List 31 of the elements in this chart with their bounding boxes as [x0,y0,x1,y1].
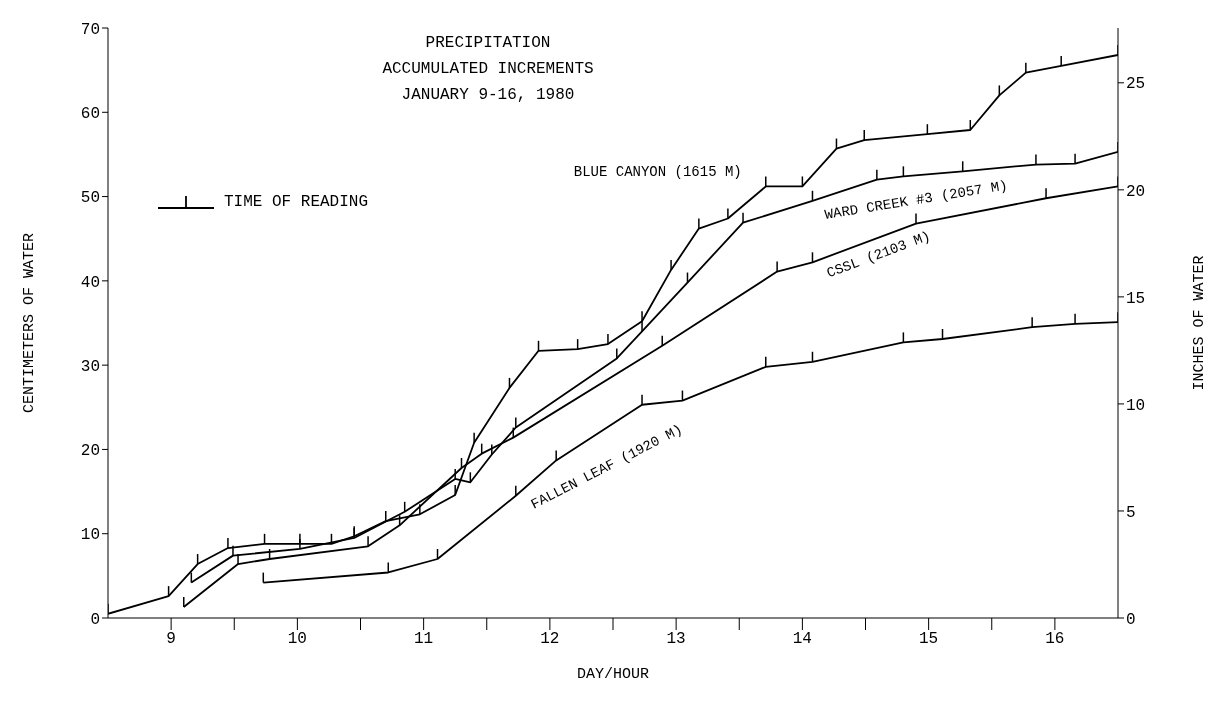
y-axis-title: CENTIMETERS OF WATER [21,232,39,414]
chart-title: PRECIPITATION [424,33,552,54]
y2-axis-title: INCHES OF WATER [1191,255,1209,391]
x-tick-label: 11 [414,630,434,649]
legend-label: WARD CREEK #3 (2057 M) [823,177,1009,223]
y-tick-label: 70 [80,20,100,39]
x-tick-label: 13 [666,630,686,649]
y-tick-label: 10 [80,526,100,545]
x-tick-label: 10 [287,630,307,649]
y2-tick-label: 5 [1126,503,1136,522]
x-tick-label: 9 [166,630,176,649]
y-tick-label: 30 [80,357,100,376]
x-tick-label: 14 [792,630,812,649]
y2-tick-label: 10 [1126,396,1146,415]
y-tick-label: 20 [80,442,100,461]
annotation: TIME OF READING [224,193,369,211]
y2-tick-label: 15 [1126,289,1146,308]
series-label: BLUE CANYON (1615 M) [573,164,742,181]
annotation: JANUARY 9-16, 1980 [400,85,576,106]
y-tick-label: 60 [80,104,100,123]
y-tick-label: 40 [80,273,100,292]
x-tick-label: 12 [540,630,560,649]
text: ACCUMULATED INCREMENTS [381,59,595,80]
y-tick-label: 50 [80,189,100,208]
y2-tick-label: 20 [1126,182,1146,201]
x-tick-label: 15 [919,630,939,649]
y2-tick-label: 0 [1126,610,1136,629]
y2-tick-label: 25 [1126,75,1146,94]
y-tick-label: 0 [90,610,100,629]
x-tick-label: 16 [1045,630,1065,649]
x-axis-title: DAY/HOUR [576,666,650,683]
